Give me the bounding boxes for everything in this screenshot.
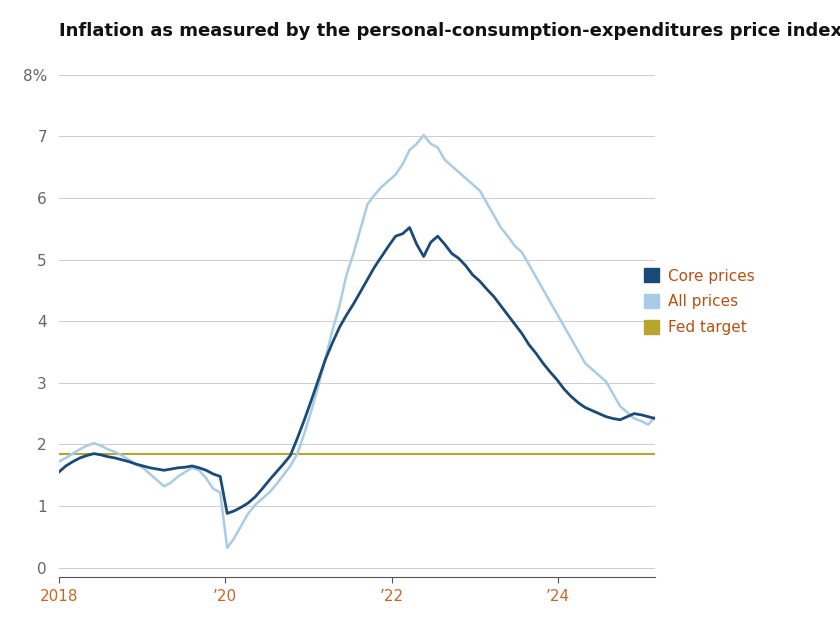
- Text: Inflation as measured by the personal-consumption-expenditures price index: Inflation as measured by the personal-co…: [59, 23, 840, 40]
- Legend: Core prices, All prices, Fed target: Core prices, All prices, Fed target: [643, 268, 755, 335]
